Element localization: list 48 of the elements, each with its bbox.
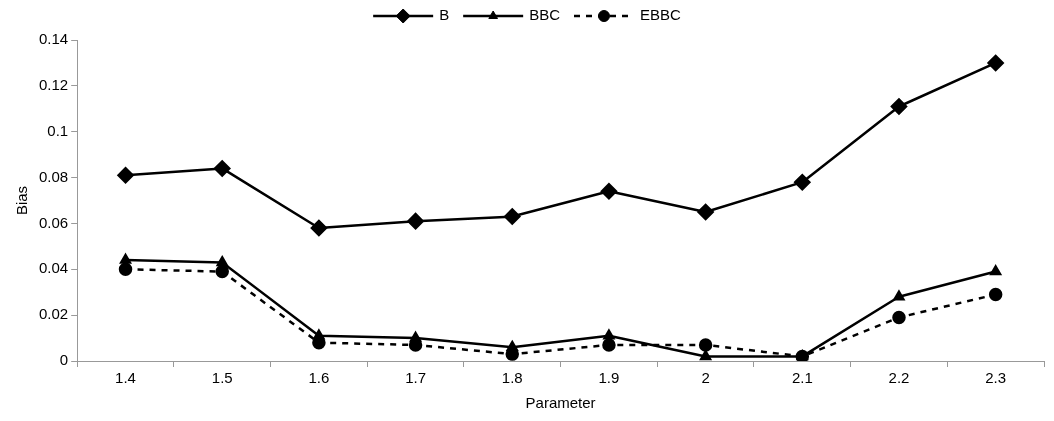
y-tick-label: 0.12 bbox=[38, 76, 69, 93]
x-tick-label: 2 bbox=[701, 369, 710, 387]
x-tick-label: 2.1 bbox=[791, 369, 813, 387]
point bbox=[504, 208, 521, 225]
x-tick-label: 1.5 bbox=[211, 369, 233, 387]
y-axis-title: Bias bbox=[13, 185, 31, 216]
point bbox=[700, 350, 712, 361]
point bbox=[890, 98, 908, 115]
point bbox=[990, 265, 1002, 276]
legend-label: BBC bbox=[529, 6, 561, 24]
point bbox=[602, 338, 616, 352]
point bbox=[892, 310, 906, 325]
point bbox=[213, 160, 231, 177]
x-axis-title: Parameter bbox=[525, 394, 596, 412]
x-tick-label: 1.9 bbox=[598, 369, 620, 387]
x-tick-label: 1.7 bbox=[405, 369, 427, 387]
point bbox=[698, 338, 713, 352]
point bbox=[118, 262, 133, 277]
point bbox=[410, 331, 422, 342]
point bbox=[407, 212, 424, 230]
point bbox=[506, 340, 518, 351]
x-tick-label: 2.2 bbox=[888, 369, 910, 387]
point bbox=[603, 329, 615, 340]
y-tick-label: 0.06 bbox=[38, 213, 69, 231]
legend-label: B bbox=[439, 6, 450, 24]
point bbox=[119, 253, 132, 264]
point bbox=[117, 167, 134, 184]
point bbox=[893, 290, 905, 301]
point bbox=[313, 329, 325, 340]
point bbox=[216, 256, 228, 267]
y-tick-label: 0 bbox=[59, 351, 69, 369]
point bbox=[987, 54, 1004, 72]
point bbox=[600, 183, 618, 200]
x-tick-label: 1.8 bbox=[501, 369, 523, 387]
x-tick-label: 1.6 bbox=[308, 369, 330, 387]
y-tick-label: 0.14 bbox=[38, 30, 69, 48]
y-tick-label: 0.04 bbox=[38, 259, 69, 277]
legend-label: EBBC bbox=[640, 6, 682, 24]
point bbox=[988, 287, 1003, 302]
y-tick-label: 0.02 bbox=[38, 305, 69, 323]
point bbox=[794, 173, 811, 191]
point bbox=[697, 203, 714, 221]
point bbox=[310, 219, 328, 237]
point bbox=[215, 264, 229, 279]
y-tick-label: 0.08 bbox=[38, 167, 69, 185]
y-tick-label: 0.1 bbox=[47, 121, 69, 139]
x-tick-label: 2.3 bbox=[985, 369, 1007, 387]
x-tick-label: 1.4 bbox=[115, 369, 136, 387]
